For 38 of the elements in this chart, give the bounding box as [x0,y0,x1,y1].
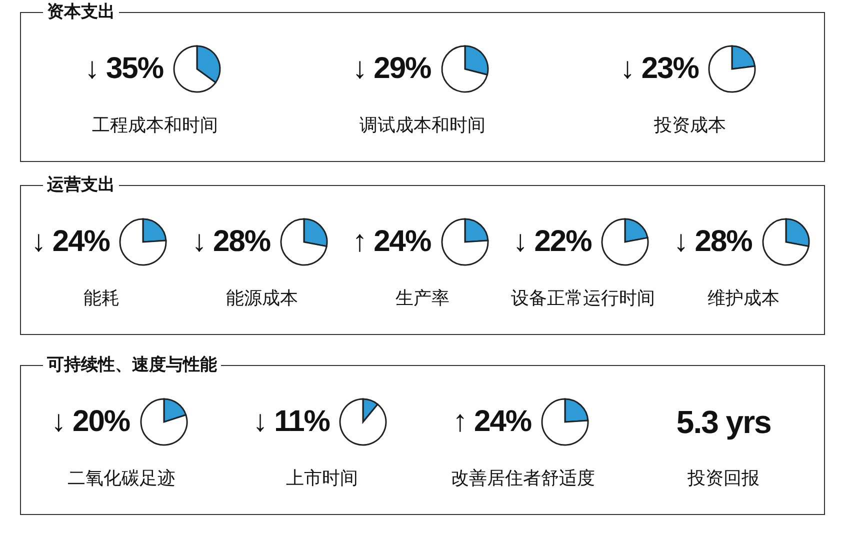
text: 投资成本 [654,114,726,137]
pie-slice [173,45,216,93]
text: 能耗 [83,287,120,310]
pie-slice [541,398,589,446]
chart-title: ↓ 11% [252,405,330,439]
text: 维护成本 [708,287,780,310]
chart-title: ↓ 29% [352,52,431,86]
pie-slice [140,398,188,446]
pie-slice [440,218,488,266]
chart-title: ↓ 28% [673,225,752,259]
text: 改善居住者舒适度 [450,467,595,490]
chart-title: ↓ 22% [512,225,592,259]
text: 上市时间 [286,467,358,490]
pie-slice [280,218,328,266]
text: 工程成本和时间 [92,114,218,137]
chart-title: ↓ 20% [51,405,130,439]
text: 二氧化碳足迹 [67,467,176,490]
text: 投资回报 [688,467,760,490]
pie-slice [340,398,388,446]
text: 生产率 [395,287,450,310]
text: 运营支出 [43,174,119,196]
text: 可持续性、速度与性能 [43,354,221,376]
pie-slice [708,45,756,93]
text: 设备正常运行时间 [511,287,656,310]
text: 能源成本 [226,287,298,310]
chart-title: ↑ 24% [452,405,532,439]
chart-title: ↓ 23% [620,52,698,86]
text: 资本支出 [43,1,119,23]
chart-title: ↓ 28% [192,225,270,259]
text: 5.3 yrs [676,403,771,442]
pie-slice [120,218,168,266]
pie-slice [602,218,649,266]
chart-title: ↓ 24% [31,225,110,259]
pie-slice [762,218,810,266]
pie-slice [440,45,488,93]
text: 调试成本和时间 [360,114,486,137]
chart-title: ↑ 24% [352,225,431,259]
chart-title: ↓ 35% [84,52,164,86]
